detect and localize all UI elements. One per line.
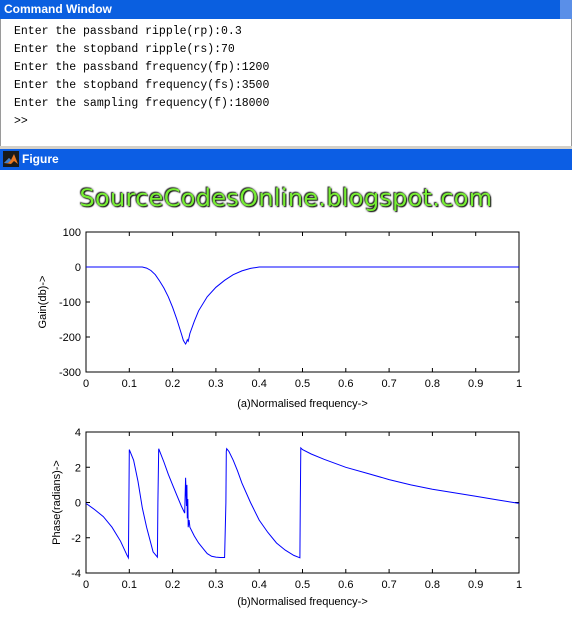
y-tick-label: -100 bbox=[59, 297, 81, 309]
x-tick-label: 0.3 bbox=[208, 378, 223, 390]
data-series-line bbox=[85, 446, 520, 560]
x-tick-label: 1 bbox=[516, 579, 522, 591]
plot-axes-box bbox=[85, 231, 520, 373]
x-axis-label: (b)Normalised frequency-> bbox=[237, 596, 368, 608]
y-tick-label: -200 bbox=[59, 332, 81, 344]
x-tick-label: 0.7 bbox=[381, 579, 396, 591]
x-tick-label: 0 bbox=[83, 378, 89, 390]
chart-1: 0 0.1 0.2 0.3 0.4 0.5 0.6 0.7 0.8 0.9 1 100 0 -100 -20… bbox=[37, 227, 522, 410]
x-tick-label: 0.4 bbox=[252, 378, 267, 390]
x-tick-label: 0.5 bbox=[295, 378, 310, 390]
x-tick-label: 0.8 bbox=[425, 579, 440, 591]
data-series-line bbox=[86, 266, 519, 345]
x-tick-label: 0.9 bbox=[468, 579, 483, 591]
command-window-title: Command Window bbox=[4, 2, 112, 16]
command-window-console[interactable]: Enter the passband ripple(rp):0.3 Enter … bbox=[0, 19, 572, 146]
x-tick-label: 0.8 bbox=[425, 378, 440, 390]
console-prompt[interactable]: >> bbox=[14, 115, 28, 128]
x-tick-label: 0.2 bbox=[165, 378, 180, 390]
y-tick-label: -4 bbox=[71, 568, 81, 580]
y-tick-label: 0 bbox=[75, 262, 81, 274]
command-window-titlebar[interactable]: Command Window bbox=[0, 0, 572, 19]
x-tick-label: 0.6 bbox=[338, 579, 353, 591]
console-line: Enter the passband ripple(rp):0.3 bbox=[14, 25, 242, 38]
y-tick-label: 100 bbox=[63, 227, 81, 239]
console-line: Enter the stopband frequency(fs):3500 bbox=[14, 79, 270, 92]
y-tick-label: 4 bbox=[75, 427, 81, 439]
y-tick-label: 2 bbox=[75, 462, 81, 474]
figure-window-titlebar[interactable]: Figure bbox=[0, 149, 572, 170]
console-line: Enter the sampling frequency(f):18000 bbox=[14, 97, 270, 110]
x-tick-label: 0.5 bbox=[295, 579, 310, 591]
x-tick-label: 0.7 bbox=[381, 378, 396, 390]
y-axis-label: Gain(db)-> bbox=[37, 276, 49, 329]
x-axis-label: (a)Normalised frequency-> bbox=[237, 398, 368, 410]
console-line: Enter the passband frequency(fp):1200 bbox=[14, 61, 270, 74]
y-tick-label: -300 bbox=[59, 367, 81, 379]
x-tick-label: 1 bbox=[516, 378, 522, 390]
figure-window-title: Figure bbox=[22, 152, 59, 166]
x-tick-label: 0.1 bbox=[122, 579, 137, 591]
y-tick-label: 0 bbox=[75, 498, 81, 510]
x-tick-label: 0.4 bbox=[252, 579, 267, 591]
y-tick-label: -2 bbox=[71, 533, 81, 545]
matlab-logo-icon bbox=[3, 151, 19, 167]
plot-axes-box bbox=[85, 431, 520, 574]
x-tick-label: 0.6 bbox=[338, 378, 353, 390]
chart-2: 0 0.1 0.2 0.3 0.4 0.5 0.6 0.7 0.8 0.9 1 4 2 0 -2 -4 (b)N… bbox=[51, 427, 522, 608]
x-tick-label: 0.3 bbox=[208, 579, 223, 591]
x-tick-label: 0.2 bbox=[165, 579, 180, 591]
window-separator bbox=[0, 146, 572, 149]
x-tick-label: 0 bbox=[83, 579, 89, 591]
console-line: Enter the stopband ripple(rs):70 bbox=[14, 43, 235, 56]
y-axis-label: Phase(radians)-> bbox=[51, 460, 63, 545]
x-tick-label: 0.1 bbox=[122, 378, 137, 390]
titlebar-edge bbox=[560, 0, 572, 19]
watermark-text: SourceCodesOnline.blogspot.com bbox=[79, 184, 493, 212]
x-tick-label: 0.9 bbox=[468, 378, 483, 390]
